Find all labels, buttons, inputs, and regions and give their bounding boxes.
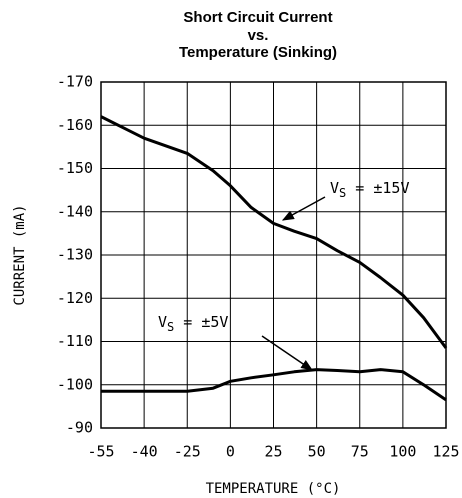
- annotation-text: = ±15V: [346, 179, 409, 197]
- y-tick-label: -140: [57, 202, 93, 220]
- y-tick-label: -130: [57, 246, 93, 264]
- x-tick-label: 0: [226, 443, 235, 461]
- y-tick-label: -110: [57, 332, 93, 350]
- x-tick-label: -40: [131, 443, 158, 461]
- y-tick-label: -100: [57, 375, 93, 393]
- annotation-arrow: [281, 196, 326, 221]
- x-tick-label: 125: [432, 443, 459, 461]
- y-tick-label: -120: [57, 289, 93, 307]
- y-tick-label: -170: [57, 73, 93, 91]
- x-axis-label: TEMPERATURE (°C): [206, 481, 341, 497]
- x-tick-label: 25: [264, 443, 282, 461]
- annotation-subscript: S: [167, 320, 174, 334]
- data-line: [101, 368, 447, 402]
- chart-title: Temperature (Sinking): [179, 44, 337, 61]
- x-tick-label: -55: [87, 443, 114, 461]
- chart-title: vs.: [248, 27, 269, 44]
- annotation: VS = ±5V: [158, 313, 228, 334]
- x-tick-label: 50: [308, 443, 326, 461]
- annotation-text: = ±5V: [174, 313, 228, 331]
- annotation-subscript: S: [339, 186, 346, 200]
- x-tick-label: 75: [351, 443, 369, 461]
- y-tick-label: -160: [57, 116, 93, 134]
- data-line: [100, 115, 448, 349]
- y-tick-label: -90: [66, 419, 93, 437]
- y-tick-label: -150: [57, 159, 93, 177]
- annotation-text: V: [330, 179, 339, 197]
- y-axis-label: CURRENT (mA): [12, 204, 28, 305]
- plot-frame: [100, 81, 447, 429]
- annotation-text: V: [158, 313, 167, 331]
- x-tick-label: -25: [174, 443, 201, 461]
- annotation: VS = ±15V: [330, 179, 409, 200]
- chart-title: Short Circuit Current: [183, 9, 332, 26]
- x-tick-label: 100: [389, 443, 416, 461]
